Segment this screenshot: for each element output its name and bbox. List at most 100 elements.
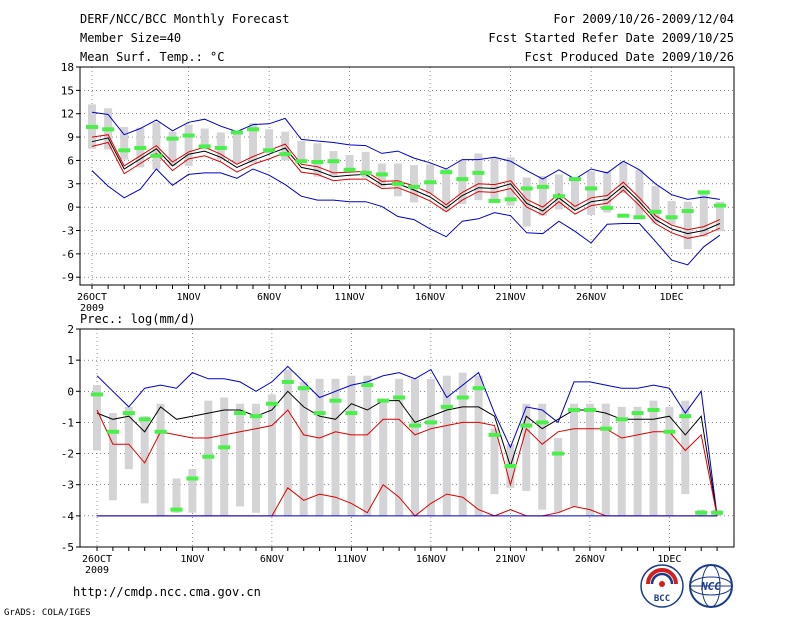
- temp-box-2: [120, 126, 129, 160]
- prec-box-36: [665, 406, 674, 516]
- prec-median-31: [583, 407, 596, 412]
- prec-median-21: [424, 420, 437, 425]
- temp-box-35: [651, 186, 660, 224]
- figure-title: DERF/NCC/BCC Monthly Forecast: [80, 12, 290, 26]
- temp-median-26: [504, 197, 517, 202]
- prec-line-mean: [96, 390, 718, 516]
- temp-box-21: [426, 164, 435, 194]
- prec-median-1: [106, 429, 119, 434]
- temp-box-20: [410, 165, 418, 203]
- temp-median-17: [359, 170, 372, 175]
- prec-median-8: [218, 445, 231, 450]
- prec-box-9: [236, 403, 245, 507]
- prec-median-17: [361, 383, 374, 388]
- temp-median-29: [552, 194, 565, 199]
- prec-box-16: [347, 375, 356, 516]
- prec-box-28: [538, 403, 547, 510]
- temp-box-6: [184, 124, 193, 166]
- temp-median-8: [214, 145, 227, 150]
- prec-box-27: [522, 403, 531, 491]
- source-url[interactable]: http://cmdp.ncc.cma.gov.cn: [73, 585, 261, 599]
- prec-xtick-label-4: 16NOV: [416, 554, 446, 565]
- temp-median-37: [681, 209, 694, 214]
- prec-median-36: [663, 429, 676, 434]
- prec-xtick-label-7: 1DEC: [657, 554, 681, 565]
- temp-xtick-label-0: 26OCT: [77, 292, 107, 303]
- temp-ytick-label-3: 9: [67, 131, 74, 144]
- prec-box-24: [474, 375, 483, 516]
- temp-xtick-label-4: 16NOV: [415, 292, 445, 303]
- fcst-produced-date: Fcst Produced Date 2009/10/26: [524, 50, 734, 64]
- prec-box-35: [649, 400, 658, 516]
- prec-frame: [79, 328, 735, 548]
- prec-box-0: [93, 385, 101, 451]
- prec-median-39: [711, 510, 724, 515]
- prec-box-23: [458, 372, 467, 516]
- temp-ytick-label-1: 15: [61, 84, 74, 97]
- temp-box-28: [538, 176, 547, 216]
- temp-median-36: [665, 215, 678, 220]
- prec-median-6: [186, 476, 199, 481]
- prec-median-27: [520, 423, 533, 428]
- prec-ytick-label-2: 0: [67, 385, 74, 398]
- temp-xtick-label-3: 11NOV: [335, 292, 365, 303]
- prec-median-35: [647, 407, 660, 412]
- temp-box-31: [587, 171, 596, 215]
- prec-box-15: [331, 378, 340, 516]
- temp-median-19: [391, 181, 404, 186]
- variable-label: Mean Surf. Temp.: °C: [80, 50, 225, 64]
- temp-median-23: [456, 177, 469, 182]
- prec-ytick-label-4: -2: [61, 448, 74, 461]
- temp-median-32: [601, 205, 614, 210]
- prec-median-15: [329, 398, 342, 403]
- grads-credit: GrADS: COLA/IGES: [4, 608, 91, 618]
- prec-median-14: [313, 411, 326, 416]
- temp-box-19: [393, 163, 402, 197]
- prec-median-12: [281, 379, 294, 384]
- prec-median-37: [679, 414, 692, 419]
- precip-panel-title: Prec.: log(mm/d): [80, 312, 196, 326]
- temp-box-32: [603, 171, 612, 213]
- temp-median-10: [247, 127, 259, 132]
- temp-box-33: [619, 161, 628, 194]
- temp-line-max: [91, 168, 721, 266]
- temp-median-25: [488, 198, 501, 203]
- temp-xtick-label-7: 1DEC: [660, 292, 684, 303]
- temp-median-39: [713, 203, 726, 208]
- prec-box-13: [299, 381, 308, 516]
- prec-box-5: [172, 478, 181, 513]
- temp-median-15: [327, 159, 340, 164]
- temp-box-38: [699, 190, 708, 237]
- prec-box-14: [315, 378, 324, 516]
- temp-median-5: [166, 136, 179, 141]
- bcc-logo-text: BCC: [654, 594, 670, 604]
- temp-median-38: [697, 190, 710, 195]
- temp-xtick-label-5: 21NOV: [496, 292, 526, 303]
- temp-line-q25: [91, 141, 721, 239]
- temp-box-22: [442, 168, 451, 212]
- prec-box-1: [108, 413, 117, 501]
- prec-box-18: [379, 400, 388, 516]
- prec-median-16: [345, 411, 358, 416]
- temp-median-3: [134, 145, 147, 150]
- prec-median-5: [170, 507, 183, 512]
- prec-median-13: [297, 386, 310, 391]
- prec-median-34: [631, 411, 644, 416]
- prec-box-22: [442, 375, 451, 516]
- temp-ytick-label-7: -3: [61, 225, 74, 238]
- temp-box-12: [281, 131, 290, 161]
- temp-box-36: [667, 200, 676, 225]
- temp-box-16: [345, 154, 354, 169]
- prec-box-37: [681, 400, 690, 495]
- prec-ytick-label-7: -5: [61, 541, 74, 554]
- temp-xtick-label-6: 26NOV: [576, 292, 606, 303]
- prec-box-3: [140, 416, 149, 504]
- temp-box-5: [168, 131, 177, 166]
- temp-box-29: [554, 174, 563, 210]
- temp-median-13: [295, 159, 308, 164]
- temp-median-27: [520, 186, 533, 191]
- temp-box-39: [715, 201, 724, 232]
- prec-median-11: [265, 401, 278, 406]
- prec-line-q75: [96, 409, 718, 516]
